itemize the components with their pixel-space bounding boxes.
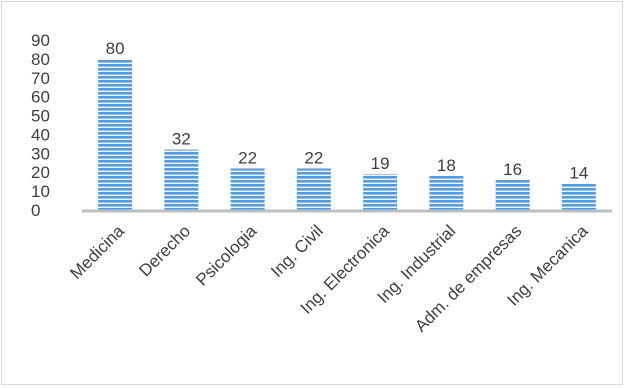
bar xyxy=(495,179,530,210)
y-tick-label: 70 xyxy=(31,69,50,88)
y-tick-label: 50 xyxy=(31,107,50,126)
bar xyxy=(164,149,199,210)
category-label: Derecho xyxy=(135,221,194,280)
bar xyxy=(296,168,331,210)
data-label: 19 xyxy=(371,154,390,173)
y-tick-label: 30 xyxy=(31,144,50,163)
bar xyxy=(363,174,398,210)
bar xyxy=(429,176,464,210)
data-label: 18 xyxy=(437,156,456,175)
category-label: Ing. Civil xyxy=(267,221,327,281)
y-tick-label: 90 xyxy=(31,31,50,50)
data-label: 14 xyxy=(569,164,588,183)
data-label: 22 xyxy=(304,148,323,167)
data-label: 22 xyxy=(238,148,257,167)
bar xyxy=(561,183,596,210)
y-tick-label: 40 xyxy=(31,125,50,144)
data-label: 80 xyxy=(106,39,125,58)
y-tick-label: 80 xyxy=(31,50,50,69)
bars xyxy=(98,58,596,211)
y-tick-label: 10 xyxy=(31,182,50,201)
y-tick-label: 0 xyxy=(31,201,40,220)
data-label: 16 xyxy=(503,160,522,179)
data-labels: 80 32 22 22 19 18 16 14 xyxy=(106,39,589,183)
data-label: 32 xyxy=(172,130,191,149)
bar xyxy=(230,168,265,210)
bar xyxy=(98,58,133,211)
category-label: Psicologia xyxy=(192,221,261,290)
category-label: Medicina xyxy=(66,221,128,283)
y-tick-label: 20 xyxy=(31,163,50,182)
y-tick-label: 60 xyxy=(31,88,50,107)
